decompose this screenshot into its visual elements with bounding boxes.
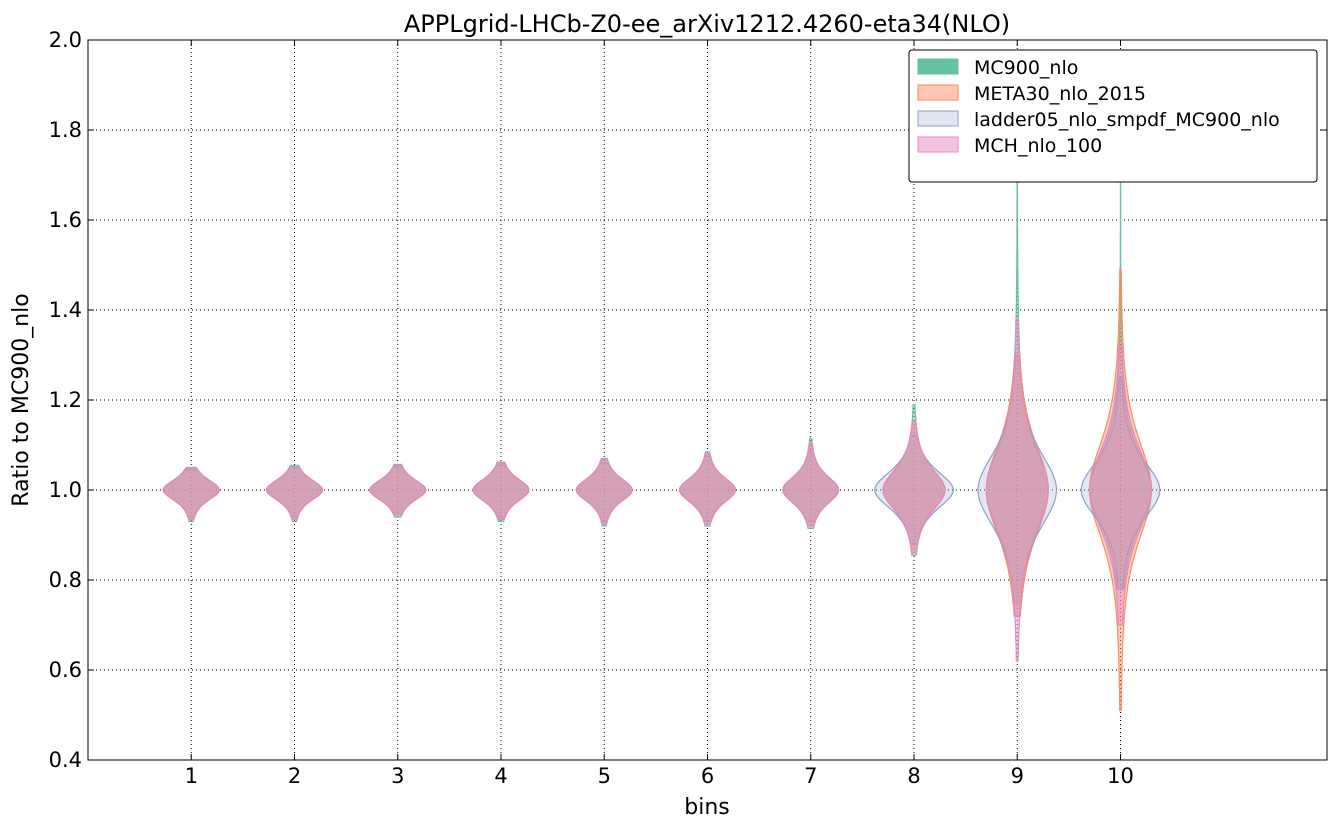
legend: MC900_nlo META30_nlo_2015 ladder05_nlo_smp… (908, 49, 1318, 183)
violin-mch-nlo-100-bin-10 (1088, 345, 1153, 626)
x-tick-label: 9 (1011, 764, 1024, 788)
legend-box (908, 49, 1318, 183)
violin-mch-nlo-100-bin-5 (575, 458, 633, 525)
x-tick-label: 1 (185, 764, 198, 788)
y-tick-label: 0.8 (49, 568, 82, 592)
violin-mch-nlo-100-bin-4 (472, 462, 530, 520)
y-tick-label: 1.2 (49, 388, 82, 412)
legend-swatch (917, 58, 959, 75)
legend-swatch (917, 84, 959, 101)
violin-mch-nlo-100-bin-6 (678, 453, 737, 525)
violin-mch-nlo-100-bin-1 (162, 467, 220, 520)
y-tick-label: 2.0 (49, 28, 82, 52)
x-tick-label: 8 (907, 764, 920, 788)
y-tick-label: 0.4 (49, 748, 82, 772)
y-axis-label: Ratio to MC900_nlo (9, 293, 34, 506)
legend-label: MCH_nlo_100 (974, 135, 1102, 157)
x-tick-label: 10 (1107, 764, 1134, 788)
y-tick-label: 1.8 (49, 118, 82, 142)
x-tick-label: 6 (701, 764, 714, 788)
chart-title: APPLgrid-LHCb-Z0-ee_arXiv1212.4260-eta34… (404, 10, 1010, 38)
x-axis-label: bins (684, 795, 729, 820)
x-tick-label: 5 (598, 764, 611, 788)
x-tick-label: 2 (288, 764, 301, 788)
violin-ladder05-nlo-smpdf-mc900-nlo-bin-10 (1080, 376, 1161, 590)
violin-mch-nlo-100-bin-9 (985, 318, 1049, 662)
violin-mch-nlo-100-bin-7 (782, 444, 840, 527)
x-tick-label: 7 (804, 764, 817, 788)
x-tick-label: 3 (391, 764, 404, 788)
violin-mch-nlo-100-bin-2 (266, 466, 323, 520)
violin-mch-nlo-100-bin-8 (882, 421, 946, 554)
y-tick-label: 0.6 (49, 658, 82, 682)
y-tick-label: 1.0 (49, 478, 82, 502)
legend-label: MC900_nlo (974, 57, 1078, 79)
legend-label: META30_nlo_2015 (974, 83, 1146, 105)
ticks: 1 2 3 4 5 6 7 8 9 10 0.4 0.6 0.8 1.0 1.2 1.4 1.6 1.8 2.0 (49, 28, 1327, 788)
y-tick-label: 1.6 (49, 208, 82, 232)
legend-swatch (917, 110, 959, 127)
violins (162, 67, 1161, 712)
x-tick-label: 4 (494, 764, 507, 788)
legend-swatch (917, 136, 959, 153)
legend-label: ladder05_nlo_smpdf_MC900_nlo (974, 109, 1280, 131)
y-tick-label: 1.4 (49, 298, 82, 322)
violin-mch-nlo-100-bin-3 (369, 464, 427, 516)
violin-meta30-nlo-2015-bin-10 (1088, 268, 1153, 712)
